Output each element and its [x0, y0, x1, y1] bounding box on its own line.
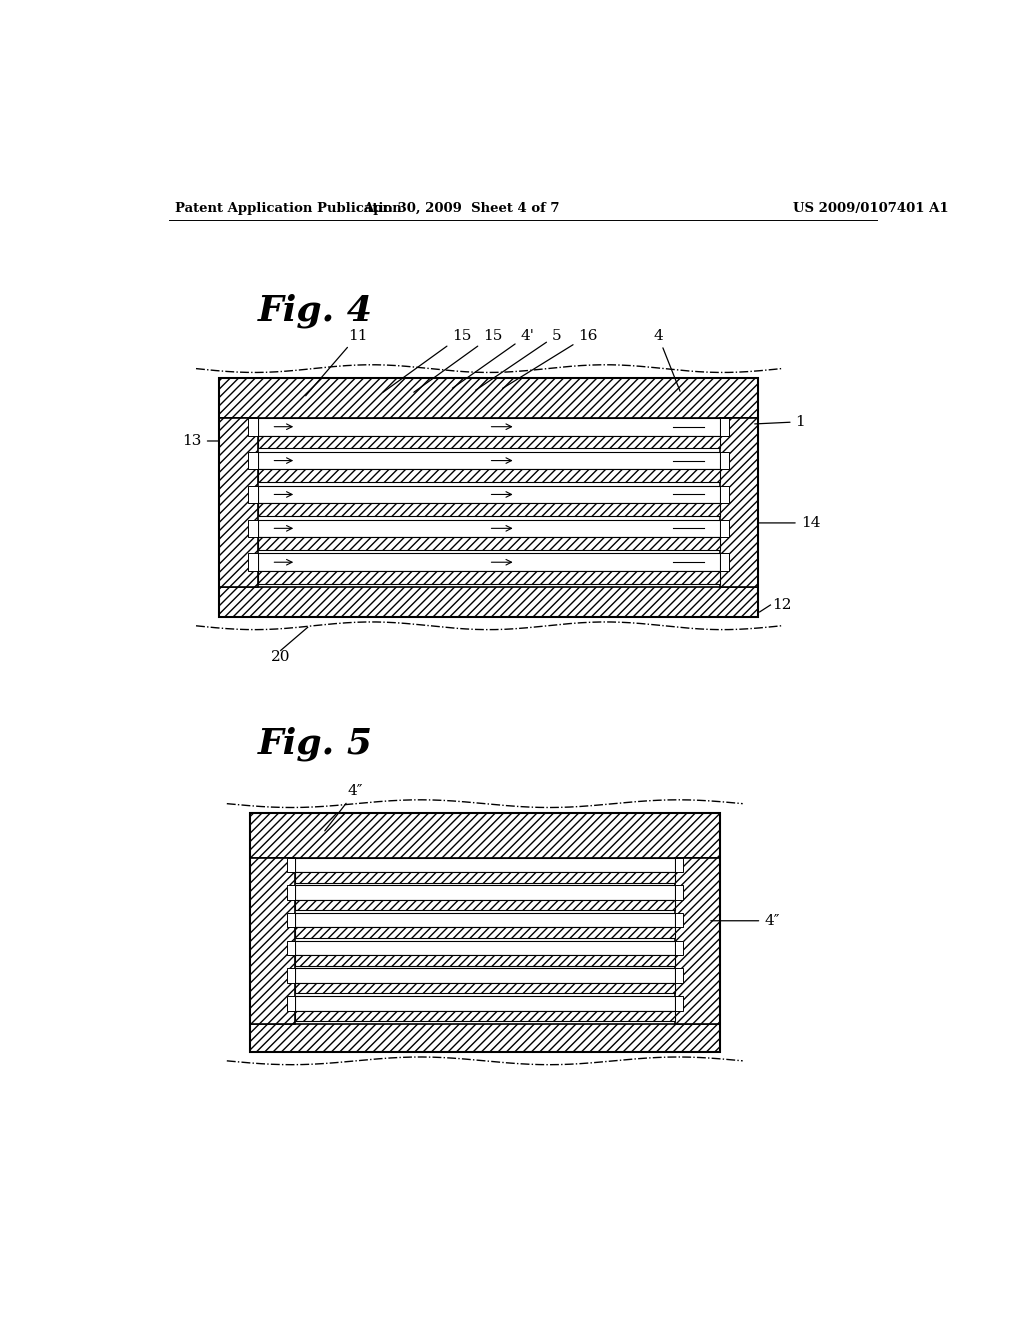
Bar [219, 378, 758, 418]
Bar [258, 537, 720, 550]
Text: 16: 16 [503, 329, 598, 388]
Bar [720, 520, 729, 537]
Bar [295, 1011, 675, 1022]
Bar [249, 451, 258, 470]
Bar [675, 886, 683, 900]
Text: 4″: 4″ [325, 784, 364, 830]
Bar [675, 941, 683, 956]
Bar [219, 418, 258, 587]
Text: US 2009/0107401 A1: US 2009/0107401 A1 [793, 202, 948, 215]
Bar [249, 418, 258, 436]
Bar [720, 418, 729, 436]
Bar [249, 520, 258, 537]
Text: 4: 4 [653, 329, 680, 391]
Text: 4″: 4″ [711, 913, 779, 928]
Text: 4': 4' [453, 329, 535, 388]
Bar [250, 1024, 720, 1052]
Bar [720, 451, 729, 470]
Bar [675, 913, 683, 928]
Bar [720, 486, 729, 503]
Bar [675, 858, 720, 1024]
Bar [258, 470, 720, 482]
Bar [295, 969, 675, 983]
Text: 14: 14 [759, 516, 820, 529]
Text: 11: 11 [305, 329, 368, 396]
Bar [258, 451, 720, 470]
Bar [287, 858, 295, 873]
Bar [675, 858, 683, 873]
Bar [287, 969, 295, 983]
Text: Apr. 30, 2009  Sheet 4 of 7: Apr. 30, 2009 Sheet 4 of 7 [364, 202, 560, 215]
Bar [250, 858, 295, 1024]
Bar [295, 886, 675, 900]
Text: Fig. 5: Fig. 5 [258, 726, 373, 760]
Bar [258, 436, 720, 449]
Bar [295, 941, 675, 956]
Bar [287, 913, 295, 928]
Text: Fig. 4: Fig. 4 [258, 293, 373, 329]
Bar [249, 553, 258, 572]
Text: 15: 15 [414, 329, 502, 392]
Bar [250, 813, 720, 1052]
Bar [295, 900, 675, 911]
Bar [720, 418, 758, 587]
Text: 15: 15 [383, 329, 471, 392]
Bar [295, 997, 675, 1011]
Bar [295, 913, 675, 928]
Bar [287, 886, 295, 900]
Bar [219, 587, 758, 616]
Bar [258, 553, 720, 572]
Bar [258, 503, 720, 516]
Bar [295, 928, 675, 939]
Bar [720, 553, 729, 572]
Text: 5: 5 [475, 329, 561, 391]
Bar [258, 418, 720, 436]
Bar [258, 572, 720, 583]
Bar [295, 956, 675, 966]
Bar [250, 813, 720, 858]
Text: 13: 13 [182, 434, 219, 447]
Bar [295, 983, 675, 994]
Bar [287, 941, 295, 956]
Bar [219, 378, 758, 616]
Text: 1: 1 [755, 414, 805, 429]
Bar [295, 873, 675, 883]
Bar [675, 969, 683, 983]
Text: 20: 20 [271, 649, 291, 664]
Bar [249, 486, 258, 503]
Bar [258, 520, 720, 537]
Text: Patent Application Publication: Patent Application Publication [175, 202, 402, 215]
Bar [295, 858, 675, 873]
Bar [287, 997, 295, 1011]
Bar [258, 486, 720, 503]
Text: 12: 12 [772, 598, 792, 612]
Bar [675, 997, 683, 1011]
